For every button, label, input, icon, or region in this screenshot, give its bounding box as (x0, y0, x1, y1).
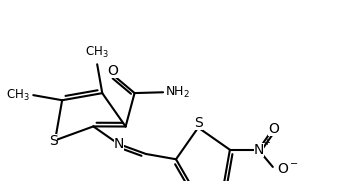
Text: N: N (254, 143, 265, 157)
Text: S: S (49, 134, 58, 148)
Text: N: N (114, 137, 124, 151)
Text: O$^-$: O$^-$ (277, 162, 299, 176)
Text: +: + (263, 138, 270, 147)
Text: O: O (268, 122, 279, 136)
Text: CH$_3$: CH$_3$ (6, 88, 29, 103)
Text: O: O (107, 65, 118, 79)
Text: CH$_3$: CH$_3$ (85, 45, 109, 60)
Text: NH$_2$: NH$_2$ (165, 85, 190, 100)
Text: S: S (194, 117, 202, 131)
